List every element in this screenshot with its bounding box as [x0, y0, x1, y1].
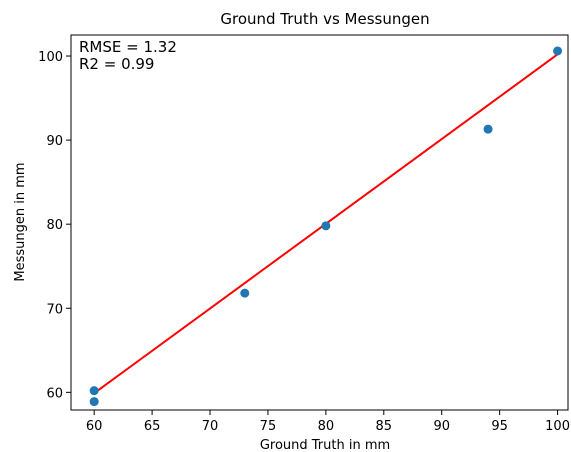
y-axis-label: Messungen in mm — [13, 162, 28, 281]
data-point — [89, 386, 99, 396]
x-axis: 60 65 70 75 80 85 90 95 100 — [86, 410, 570, 434]
x-tick-label: 60 — [86, 419, 103, 434]
x-axis-label: Ground Truth in mm — [260, 438, 390, 452]
data-point — [553, 46, 563, 56]
data-point — [89, 397, 99, 407]
x-tick-label: 100 — [545, 419, 570, 434]
plot-frame — [70, 34, 569, 411]
x-tick-label: 85 — [376, 419, 393, 434]
r2-annotation: R2 = 0.99 — [79, 55, 154, 73]
chart-title: Ground Truth vs Messungen — [220, 10, 429, 28]
x-tick-label: 80 — [318, 419, 335, 434]
series-layer — [89, 46, 563, 407]
data-point — [240, 288, 250, 298]
x-tick-label: 75 — [260, 419, 277, 434]
rmse-annotation: RMSE = 1.32 — [79, 38, 177, 56]
x-tick-label: 65 — [144, 419, 161, 434]
x-tick-label: 95 — [491, 419, 508, 434]
y-tick-label: 90 — [46, 134, 63, 149]
data-point — [483, 124, 493, 134]
y-tick-label: 70 — [46, 302, 63, 317]
x-tick-label: 70 — [202, 419, 219, 434]
data-point — [321, 221, 331, 231]
y-axis: 60 70 80 90 100 — [38, 50, 71, 401]
y-tick-label: 80 — [46, 218, 63, 233]
y-tick-label: 100 — [38, 50, 63, 65]
x-tick-label: 90 — [433, 419, 450, 434]
y-tick-label: 60 — [46, 386, 63, 401]
